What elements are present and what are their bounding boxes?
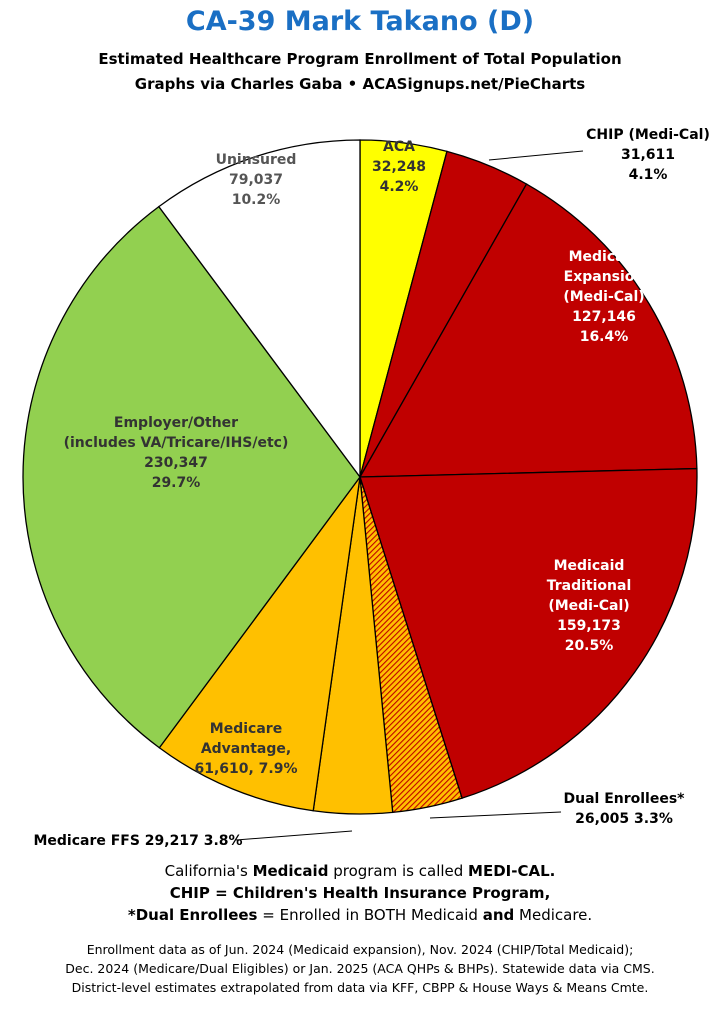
slice-label: Employer/Other (includes VA/Tricare/IHS/e… — [64, 415, 289, 491]
slice-label-line: Expansion — [564, 269, 645, 285]
slice-label-line: 61,610, 7.9% — [194, 761, 297, 777]
slice-label-line: 127,146 — [572, 309, 636, 325]
pie-slice-medicaid-traditional-medi-cal — [359, 467, 698, 799]
slice-label: Medicare FFS 29,217 3.8% — [33, 833, 242, 849]
leader-line — [429, 811, 562, 819]
chart-credit: Graphs via Charles Gaba • ACASignups.net… — [134, 75, 586, 93]
pie-chart: ACA 32,248 4.2% CHIP (Medi-Cal) 31,611 4.1% Me… — [22, 127, 710, 849]
slice-label-line: Medicaid — [554, 558, 625, 574]
slice-label-line: 20.5% — [565, 638, 614, 654]
slice-label: CHIP (Medi-Cal) 31,611 4.1% — [586, 127, 710, 183]
slice-label-line: 32,248 — [372, 159, 426, 175]
slice-label: Medicaid Expansion (Medi-Cal) 127,146 16.4% — [563, 249, 644, 345]
slice-label-line: 4.1% — [629, 167, 668, 183]
pie-slice-uninsured — [157, 139, 361, 479]
chart-title: CA-39 Mark Takano (D) — [185, 6, 535, 37]
slice-label-line: 29.7% — [152, 475, 201, 491]
slice-label-line: Traditional — [547, 578, 632, 594]
slice-label: Uninsured 79,037 10.2% — [216, 152, 297, 208]
slice-label-line: CHIP (Medi-Cal) — [586, 127, 710, 143]
leader-line — [488, 150, 584, 161]
slice-label-line: Employer/Other — [114, 415, 238, 431]
pie-slice-medicaid-expansion-medi-cal — [358, 183, 698, 478]
slice-label-line: Advantage, — [201, 741, 291, 757]
note-chip: CHIP = Children's Health Insurance Progr… — [169, 884, 551, 902]
slice-label-line: Medicare FFS 29,217 3.8% — [33, 833, 242, 849]
slice-label: Dual Enrollees* 26,005 3.3% — [563, 791, 685, 827]
slice-label-line: 4.2% — [380, 179, 419, 195]
slice-label: ACA 32,248 4.2% — [372, 139, 426, 195]
slice-label-line: 10.2% — [232, 192, 281, 208]
leader-line — [235, 830, 353, 841]
slice-label-line: (Medi-Cal) — [548, 598, 629, 614]
slice-label-line: (includes VA/Tricare/IHS/etc) — [64, 435, 289, 451]
slice-label-line: 230,347 — [144, 455, 208, 471]
footer-line-3: District-level estimates extrapolated fr… — [71, 980, 649, 995]
footer-line-2: Dec. 2024 (Medicare/Dual Eligibles) or J… — [65, 961, 655, 976]
slice-label: Medicaid Traditional (Medi-Cal) 159,173 20.5… — [547, 558, 632, 654]
slice-label-line: ACA — [383, 139, 415, 155]
slice-label-line: Medicare — [210, 721, 282, 737]
chart-subtitle: Estimated Healthcare Program Enrollment … — [98, 50, 622, 68]
slice-label-line: 26,005 3.3% — [575, 811, 673, 827]
pie-slice-medicare-advantage — [158, 476, 361, 812]
note-medi-cal: California's Medicaid program is called … — [164, 862, 556, 880]
slice-label-line: Medicaid — [569, 249, 640, 265]
slice-label-line: 79,037 — [229, 172, 283, 188]
slice-label-line: Dual Enrollees* — [563, 791, 685, 807]
note-dual: *Dual Enrollees = Enrolled in BOTH Medic… — [127, 906, 593, 924]
slice-label-line: 31,611 — [621, 147, 675, 163]
pie-slice-employer-other-includes-va-tricare-ihs-etc — [22, 205, 361, 749]
slice-label-line: 16.4% — [580, 329, 629, 345]
slice-label-line: Uninsured — [216, 152, 297, 168]
footer-line-1: Enrollment data as of Jun. 2024 (Medicai… — [86, 942, 634, 957]
slice-label-line: (Medi-Cal) — [563, 289, 644, 305]
slice-label: Medicare Advantage, 61,610, 7.9% — [194, 721, 297, 777]
slice-label-line: 159,173 — [557, 618, 621, 634]
